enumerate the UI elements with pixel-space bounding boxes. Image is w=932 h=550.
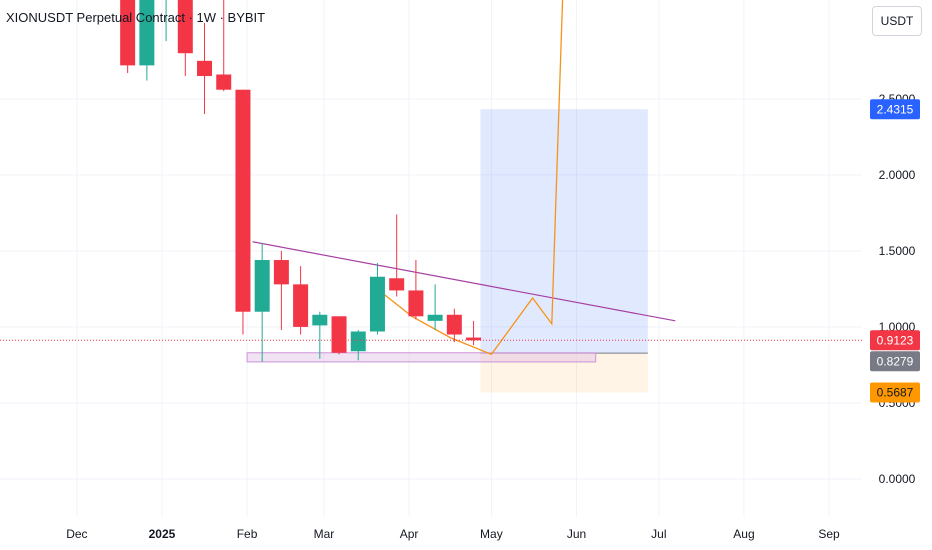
candle-body	[466, 337, 482, 341]
entry-price-label: 0.8279	[870, 351, 920, 372]
price-label-bg	[870, 351, 920, 372]
price-label-bg	[870, 99, 920, 120]
grid-lines	[0, 0, 862, 517]
price-labels: 2.4315 0.9123 0.8279 0.5687	[870, 99, 920, 403]
candle	[466, 320, 482, 346]
time-tick-label: Jul	[651, 527, 666, 541]
time-tick-label: Apr	[400, 527, 419, 541]
candle-body	[408, 290, 424, 317]
candle	[216, 0, 232, 92]
candle	[177, 0, 193, 77]
candle	[165, 0, 167, 42]
drawing-zones	[246, 109, 648, 393]
candles	[120, 0, 482, 362]
candle	[369, 263, 385, 335]
candle	[427, 284, 443, 330]
candle-body	[312, 314, 328, 326]
time-tick-label: Jun	[567, 527, 586, 541]
candle-body	[369, 276, 385, 332]
price-label-bg	[870, 382, 920, 403]
time-tick-label: Aug	[733, 527, 754, 541]
candle-body	[389, 278, 405, 291]
candle	[350, 329, 366, 361]
candle-body	[197, 60, 213, 77]
currency-button[interactable]: USDT	[872, 6, 922, 36]
candle	[139, 0, 155, 81]
support-zone	[246, 352, 597, 363]
candle	[389, 214, 405, 297]
candle	[408, 260, 424, 320]
candle	[293, 266, 309, 335]
candle	[197, 22, 213, 115]
candle	[331, 316, 347, 355]
price-label-text: 0.8279	[877, 354, 914, 368]
stop-zone	[480, 353, 648, 393]
candle-body	[139, 0, 155, 66]
trendline	[252, 241, 676, 322]
candle-body	[446, 314, 462, 335]
time-tick-label: Mar	[314, 527, 335, 541]
time-tick-label: May	[480, 527, 503, 541]
price-label-text: 2.4315	[877, 102, 914, 116]
drawing-lines	[252, 0, 676, 356]
candle	[312, 311, 328, 359]
chart-title: XIONUSDT Perpetual Contract · 1W · BYBIT	[6, 10, 266, 25]
target-price-label: 2.4315	[870, 99, 920, 120]
time-tick-label: 2025	[149, 527, 176, 541]
candle-body	[331, 316, 347, 353]
price-label-text: 0.9123	[877, 333, 914, 347]
candle-body	[177, 0, 193, 54]
projection-path	[372, 0, 564, 356]
candle	[254, 243, 270, 362]
price-tick-label: 2.0000	[879, 168, 916, 182]
candle	[446, 308, 462, 343]
time-tick-label: Sep	[818, 527, 840, 541]
candle-body	[120, 0, 136, 66]
last-price-label: 0.9123	[870, 330, 920, 351]
candle	[120, 0, 136, 73]
candle-body	[293, 284, 309, 327]
candle-body	[350, 331, 366, 352]
price-tick-label: 1.5000	[879, 244, 916, 258]
price-label-text: 0.5687	[877, 386, 914, 400]
candle	[235, 89, 251, 335]
price-tick-label: 0.0000	[879, 472, 916, 486]
time-axis[interactable]: Dec 2025 Feb Mar Apr May Jun Jul Aug Sep	[66, 527, 840, 541]
price-label-bg	[870, 330, 920, 351]
stop-price-label: 0.5687	[870, 382, 920, 403]
time-tick-label: Dec	[66, 527, 87, 541]
candle-body	[216, 74, 232, 90]
candle-body	[273, 260, 289, 285]
time-tick-label: Feb	[237, 527, 258, 541]
candle	[273, 250, 289, 330]
candle-body	[427, 314, 443, 321]
candle-body	[254, 260, 270, 312]
target-zone	[480, 109, 648, 354]
candle-body	[235, 89, 251, 312]
